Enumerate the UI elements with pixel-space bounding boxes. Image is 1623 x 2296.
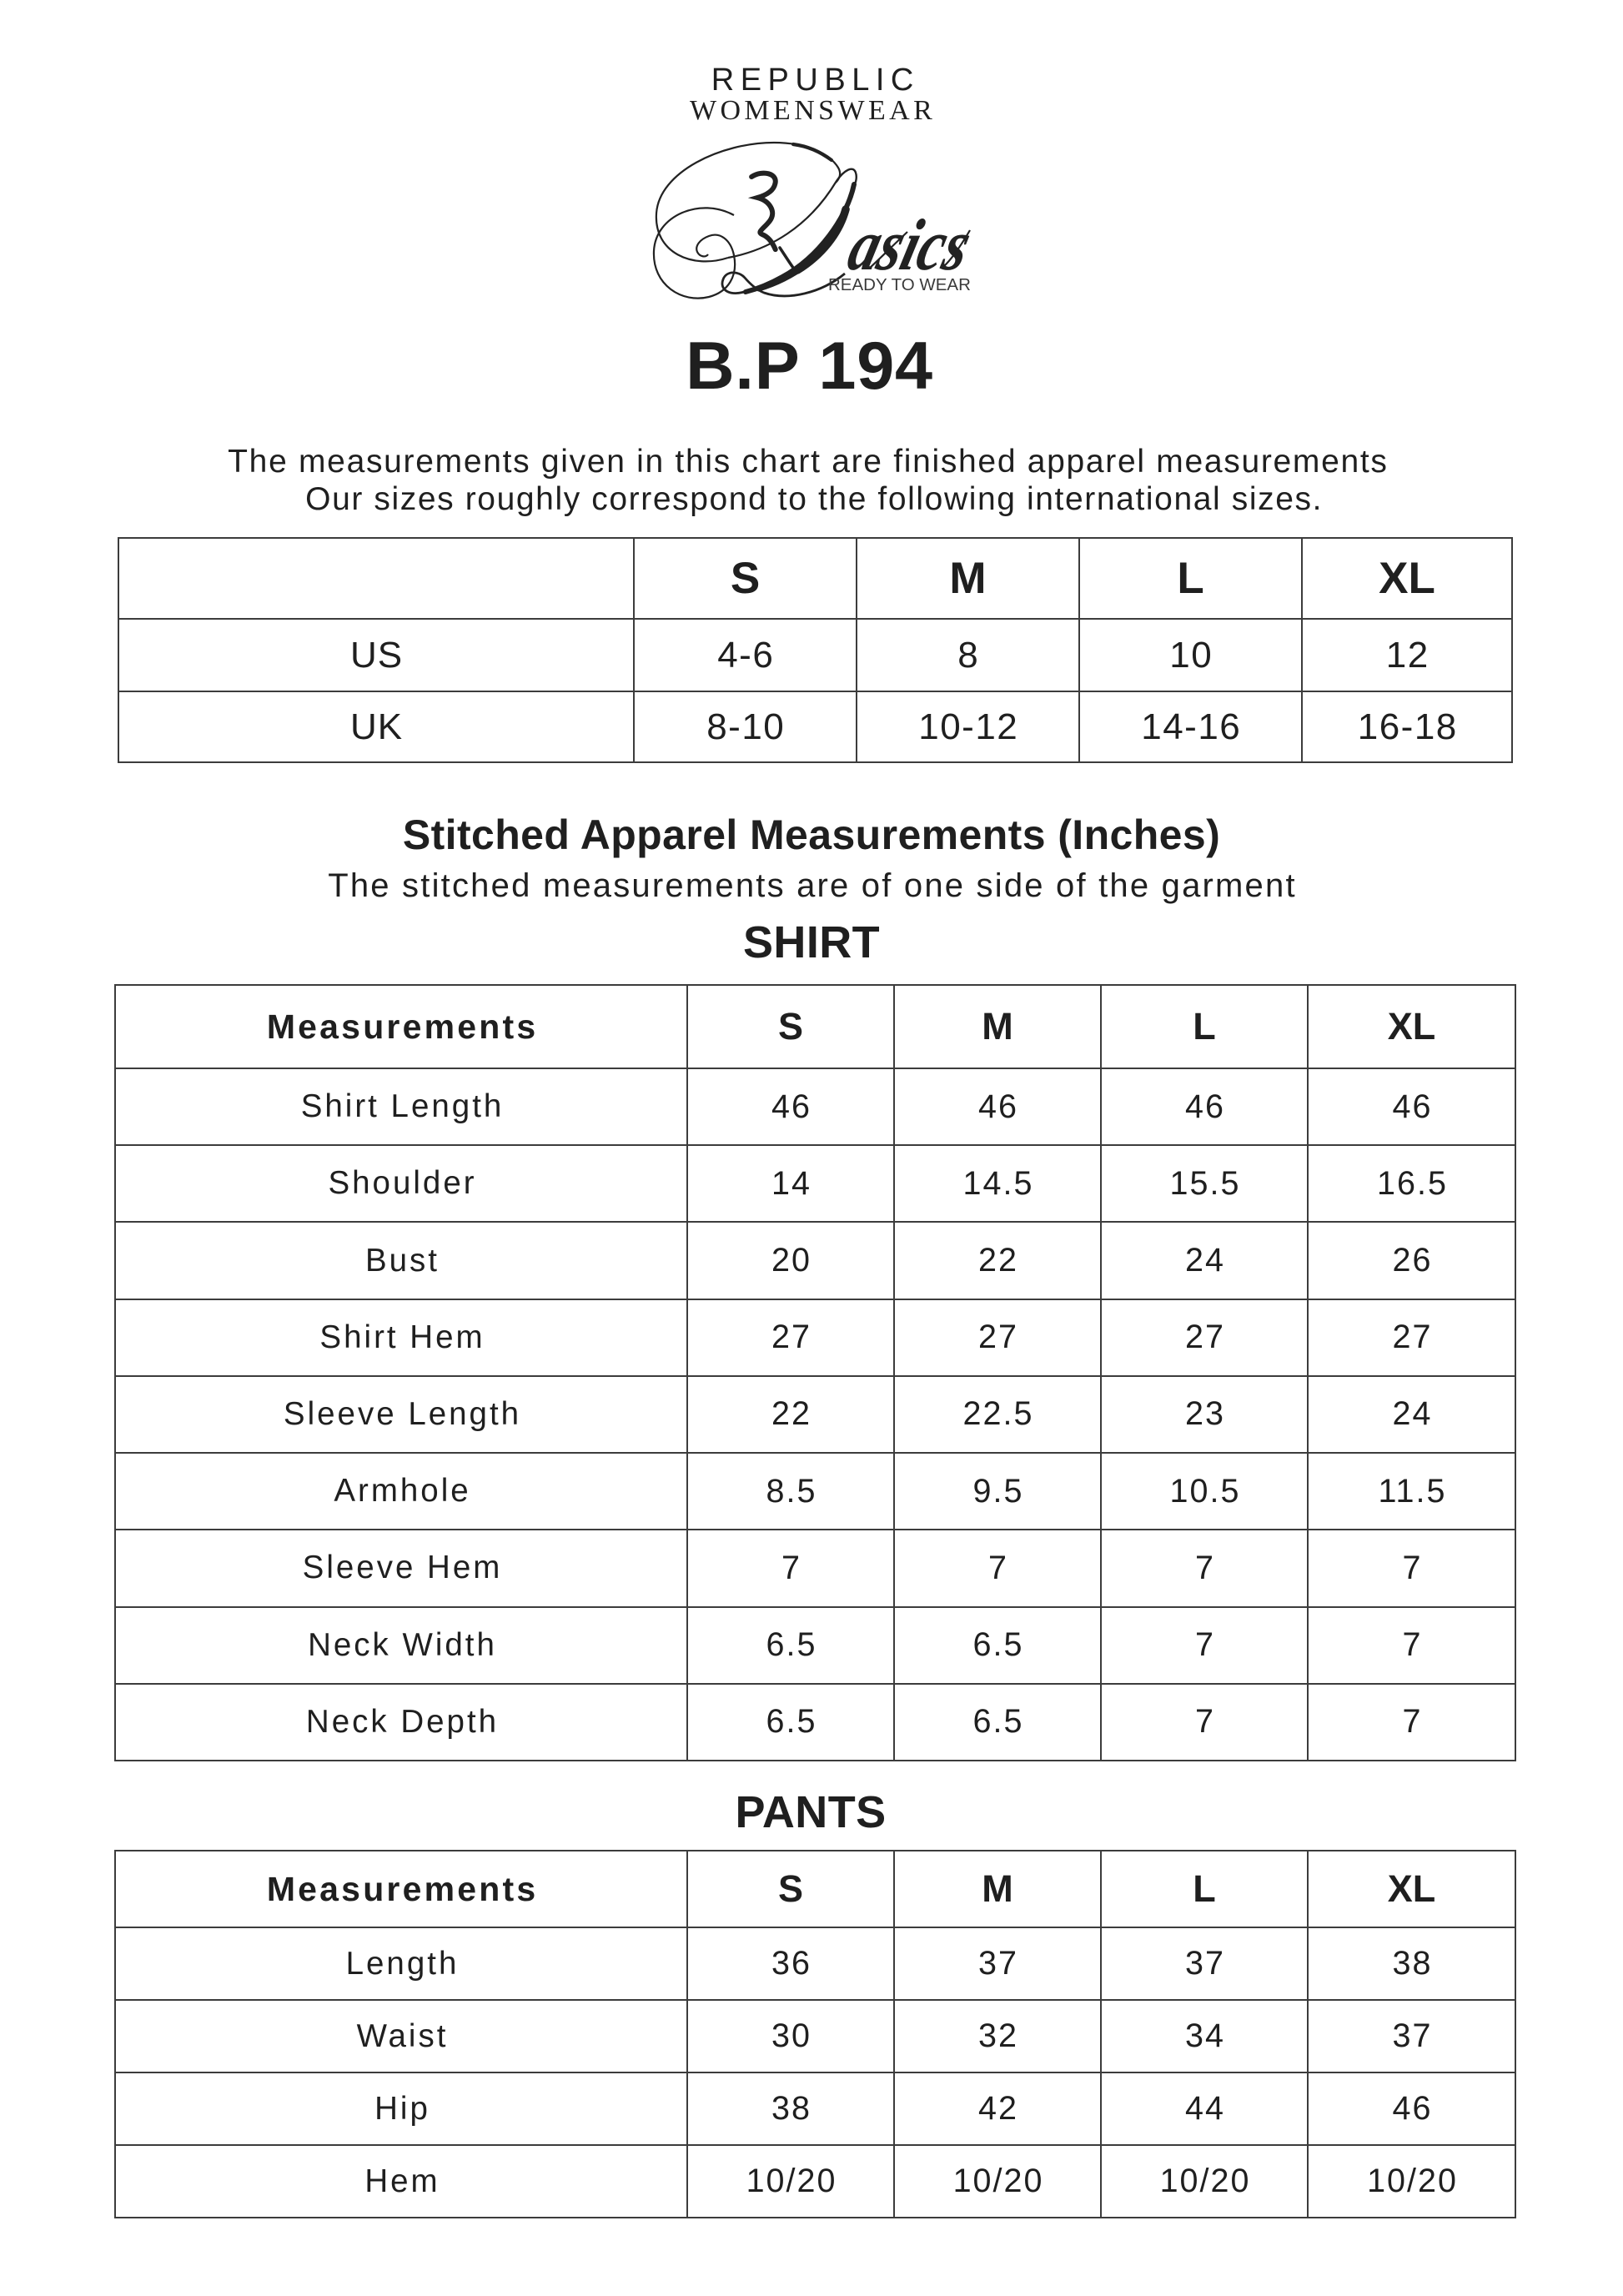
svg-text:asics: asics (841, 203, 980, 285)
